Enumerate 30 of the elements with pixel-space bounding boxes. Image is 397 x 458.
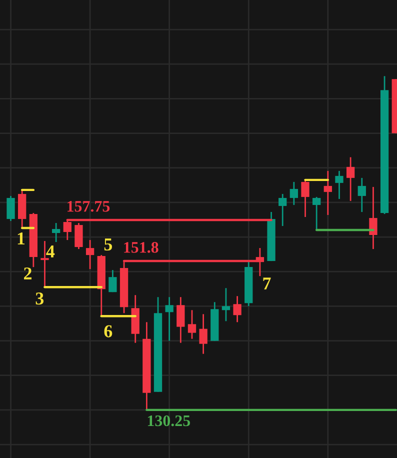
- series-label: 151.8: [124, 242, 158, 253]
- candlestick: [369, 186, 378, 250]
- annotation: 1: [18, 232, 25, 244]
- candlestick: [6, 195, 15, 222]
- series-label: 130.25: [148, 415, 190, 426]
- annotation: 4: [46, 245, 55, 258]
- candlestick: [222, 287, 230, 322]
- candlestick: [86, 239, 94, 270]
- candlestick: [74, 222, 83, 250]
- candlestick: [199, 313, 208, 355]
- candlestick: [176, 296, 185, 344]
- candlestick: [278, 193, 287, 227]
- annotation: 2: [24, 267, 32, 280]
- candlestick: [165, 296, 174, 342]
- candlestick: [312, 196, 321, 231]
- candlestick: [358, 177, 366, 213]
- candlestick: [188, 309, 196, 340]
- annotation: 7: [263, 278, 271, 290]
- candlestick: [108, 269, 117, 293]
- candlestick: [301, 179, 310, 218]
- candlestick: [290, 181, 298, 206]
- annotation: 6: [104, 325, 112, 338]
- candlestick: [233, 295, 242, 323]
- annotation: 3: [36, 292, 44, 305]
- candlestick: [52, 222, 60, 243]
- candlestick: [324, 170, 332, 216]
- series-label: 157.75: [68, 201, 110, 212]
- candlestick: [335, 170, 344, 200]
- annotation: 5: [104, 238, 112, 251]
- candlestick: [346, 156, 355, 202]
